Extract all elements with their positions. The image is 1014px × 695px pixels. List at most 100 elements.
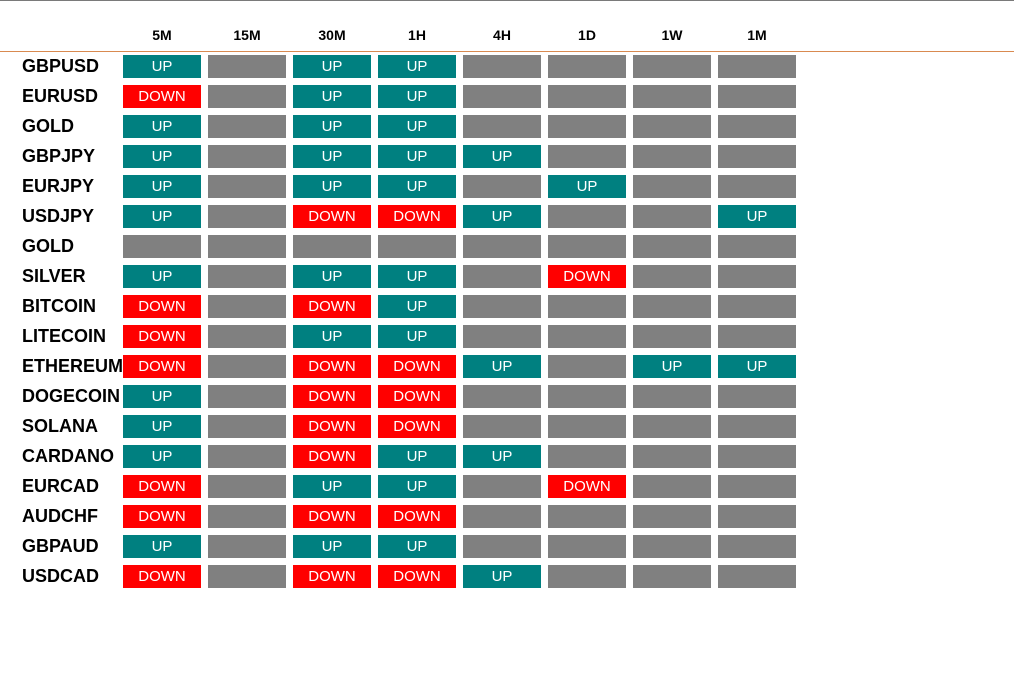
signal-cell-up: UP <box>123 415 201 438</box>
signal-cell-none <box>208 295 286 318</box>
symbol-label: USDCAD <box>22 566 100 586</box>
signal-cell-none <box>208 565 286 588</box>
signal-cell-down: DOWN <box>378 355 456 378</box>
signal-cell-down: DOWN <box>293 385 371 408</box>
signal-cell-none <box>718 115 796 138</box>
table-row: DOGECOIN UP DOWN DOWN <box>0 384 800 408</box>
signal-cell-down: DOWN <box>123 565 201 588</box>
symbol-label: GBPJPY <box>22 146 96 166</box>
signal-cell-down: DOWN <box>123 355 201 378</box>
signal-cell-none <box>463 235 541 258</box>
signal-cell-up: UP <box>378 325 456 348</box>
header-15m: 15M <box>233 27 261 43</box>
signal-cell-none <box>718 475 796 498</box>
header-1d: 1D <box>578 27 596 43</box>
signal-cell-up: UP <box>378 535 456 558</box>
signal-cell-up: UP <box>378 115 456 138</box>
table-row: BITCOIN DOWN DOWN UP <box>0 294 800 318</box>
signal-cell-down: DOWN <box>293 565 371 588</box>
symbol-label: LITECOIN <box>22 326 106 346</box>
signal-cell-none <box>548 565 626 588</box>
symbol-label: SILVER <box>22 266 86 286</box>
signal-cell-none <box>208 355 286 378</box>
signal-cell-none <box>718 325 796 348</box>
signal-cell-up: UP <box>463 445 541 468</box>
table-row: CARDANO UP DOWN UP UP <box>0 444 800 468</box>
signal-cell-down: DOWN <box>123 85 201 108</box>
signal-cell-none <box>633 205 711 228</box>
symbol-label: GBPUSD <box>22 56 100 76</box>
signal-cell-none <box>548 385 626 408</box>
signal-cell-down: DOWN <box>293 205 371 228</box>
signal-cell-none <box>208 505 286 528</box>
signal-cell-none <box>548 205 626 228</box>
header-1mo: 1M <box>747 27 767 43</box>
signal-cell-up: UP <box>123 145 201 168</box>
signal-cell-none <box>718 385 796 408</box>
signal-cell-none <box>718 565 796 588</box>
symbol-label: EURCAD <box>22 476 100 496</box>
signal-cell-none <box>463 535 541 558</box>
signal-cell-up: UP <box>123 265 201 288</box>
signal-cell-up: UP <box>463 205 541 228</box>
signal-cell-down: DOWN <box>123 475 201 498</box>
header-divider <box>0 51 1014 52</box>
signal-cell-none <box>208 445 286 468</box>
table-row: AUDCHF DOWN DOWN DOWN <box>0 504 800 528</box>
signal-cell-none <box>633 265 711 288</box>
signal-cell-none <box>208 385 286 408</box>
signal-cell-none <box>548 415 626 438</box>
table-row: GBPJPY UP UP UP UP <box>0 144 800 168</box>
signal-cell-none <box>208 475 286 498</box>
signal-cell-none <box>548 505 626 528</box>
signal-cell-up: UP <box>123 55 201 78</box>
signal-cell-up: UP <box>293 145 371 168</box>
signal-cell-none <box>633 445 711 468</box>
signal-cell-up: UP <box>378 55 456 78</box>
symbol-label: GBPAUD <box>22 536 99 556</box>
signal-cell-none <box>718 265 796 288</box>
signal-cell-down: DOWN <box>293 505 371 528</box>
signal-cell-up: UP <box>293 55 371 78</box>
symbol-label: GOLD <box>22 116 74 136</box>
signal-cell-down: DOWN <box>293 445 371 468</box>
signal-cell-none <box>718 535 796 558</box>
signal-cell-down: DOWN <box>123 505 201 528</box>
signal-cell-none <box>633 475 711 498</box>
signal-cell-none <box>548 295 626 318</box>
signal-cell-up: UP <box>293 175 371 198</box>
signal-cell-up: UP <box>548 175 626 198</box>
signal-cell-none <box>718 235 796 258</box>
signal-cell-up: UP <box>293 265 371 288</box>
symbol-label: USDJPY <box>22 206 95 226</box>
signal-cell-none <box>718 415 796 438</box>
signal-cell-up: UP <box>123 535 201 558</box>
table-row: LITECOIN DOWN UP UP <box>0 324 800 348</box>
signal-cell-none <box>548 55 626 78</box>
signal-cell-none <box>463 475 541 498</box>
signal-cell-none <box>463 415 541 438</box>
table-row: SILVER UP UP UP DOWN <box>0 264 800 288</box>
signal-cell-down: DOWN <box>123 325 201 348</box>
signal-cell-up: UP <box>123 385 201 408</box>
signal-cell-none <box>718 295 796 318</box>
signal-cell-down: DOWN <box>293 415 371 438</box>
signal-cell-none <box>718 85 796 108</box>
signal-cell-up: UP <box>463 355 541 378</box>
signal-cell-none <box>633 175 711 198</box>
signal-cell-none <box>718 145 796 168</box>
signal-cell-down: DOWN <box>548 265 626 288</box>
signal-cell-up: UP <box>123 175 201 198</box>
signal-cell-none <box>208 115 286 138</box>
signal-cell-down: DOWN <box>123 295 201 318</box>
symbol-label: ETHEREUM <box>22 356 123 376</box>
header-30m: 30M <box>318 27 346 43</box>
symbol-label: CARDANO <box>22 446 114 466</box>
signal-cell-none <box>548 355 626 378</box>
table-row: GOLD UP UP UP <box>0 114 800 138</box>
signal-cell-none <box>548 85 626 108</box>
table-row: GOLD <box>0 234 800 258</box>
signal-cell-none <box>208 205 286 228</box>
signal-cell-none <box>463 265 541 288</box>
signal-cell-up: UP <box>633 355 711 378</box>
